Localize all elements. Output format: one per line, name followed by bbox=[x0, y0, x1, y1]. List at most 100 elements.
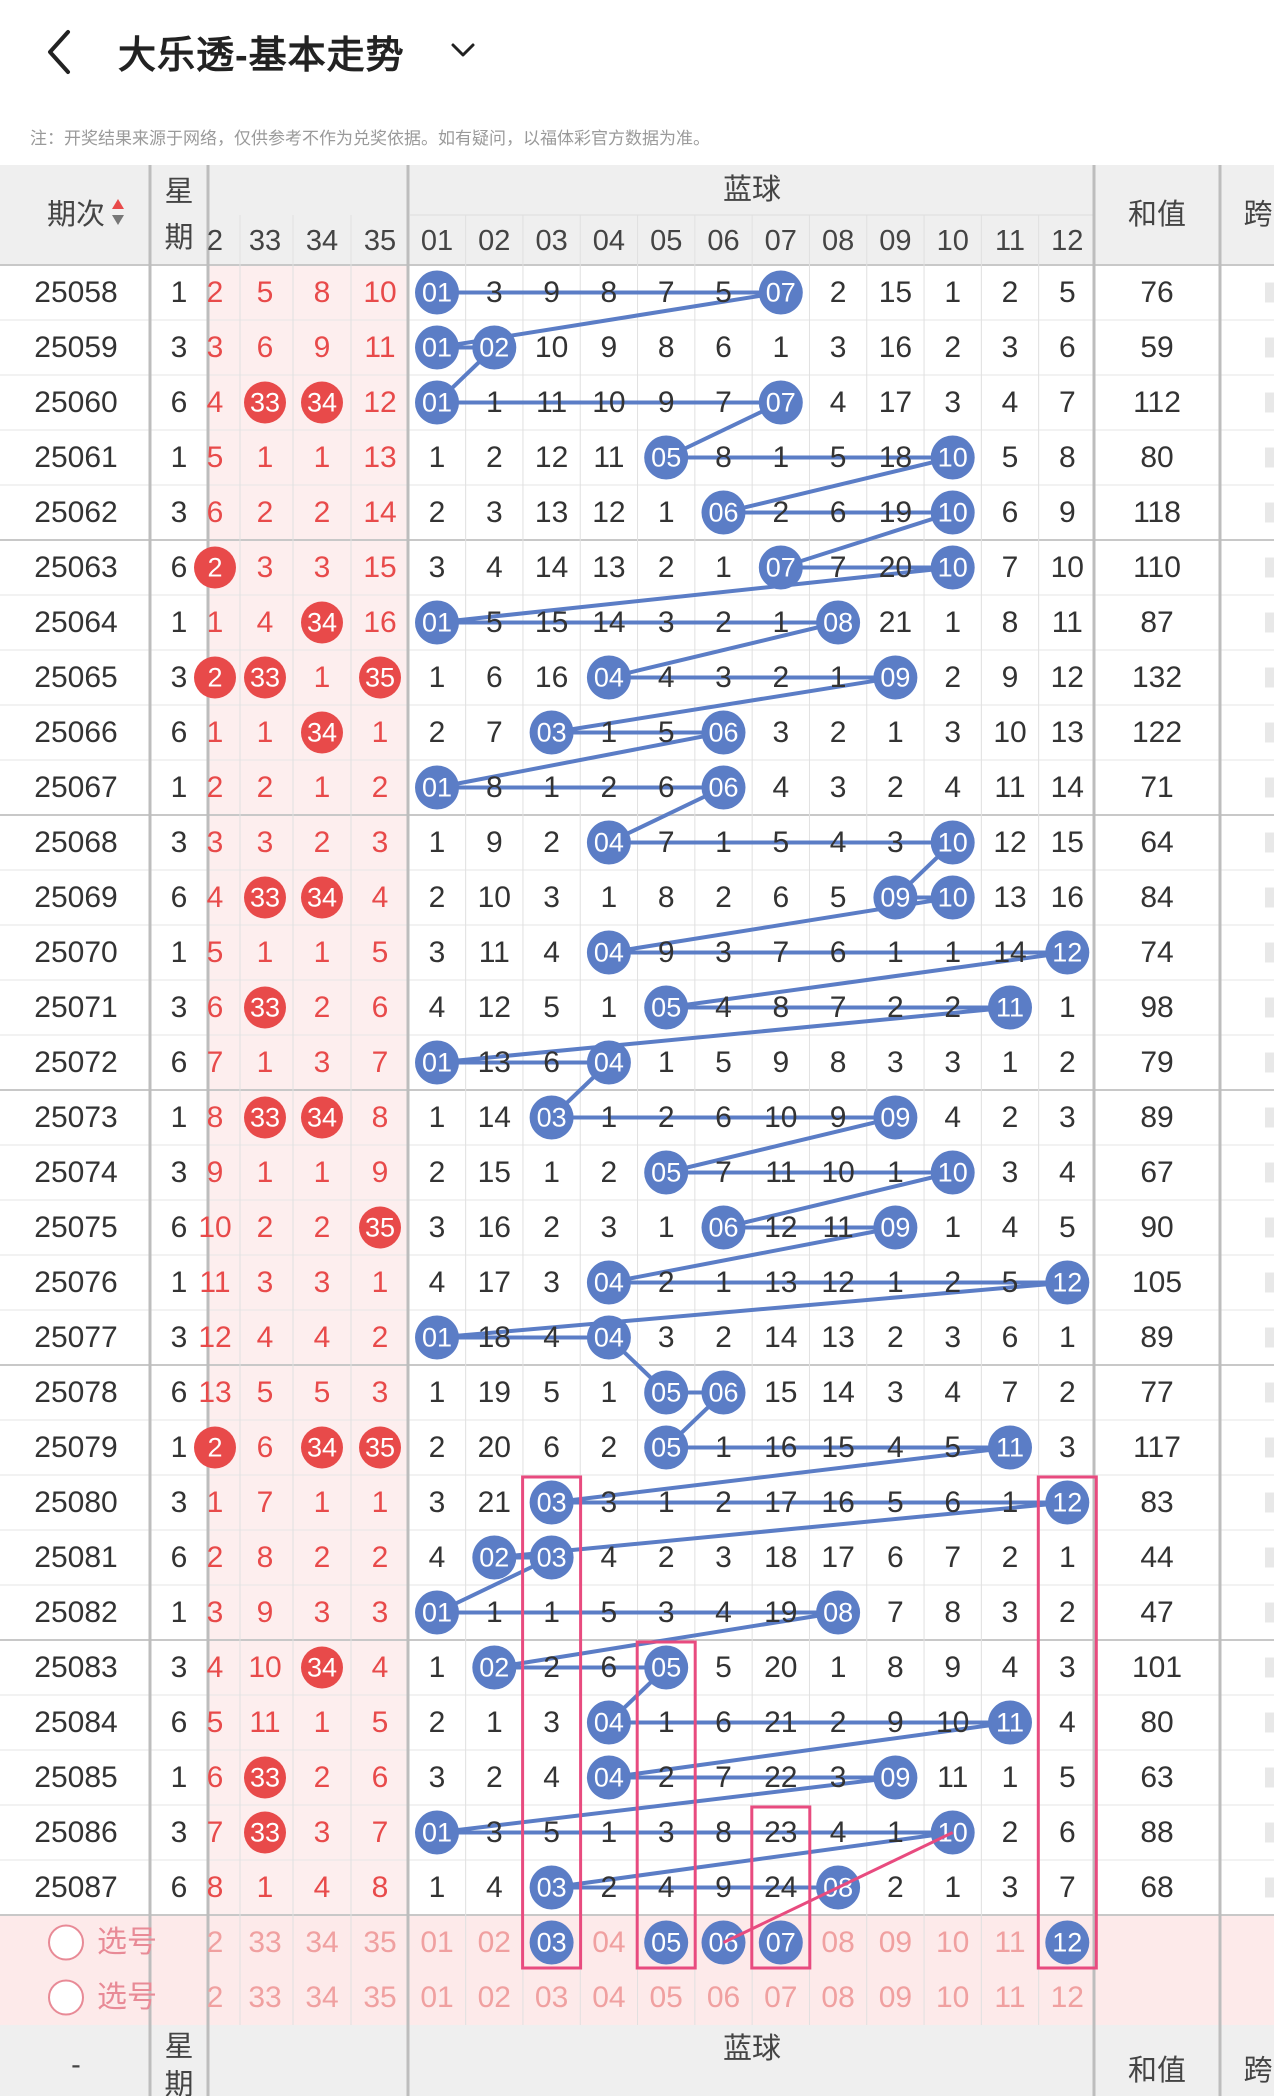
blue-ball-number: 12 bbox=[1052, 1488, 1082, 1518]
footer-period: - bbox=[71, 2049, 81, 2081]
front-miss-count: 4 bbox=[207, 881, 224, 914]
blue-ball-number: 02 bbox=[479, 1653, 509, 1683]
front-miss-count: 8 bbox=[207, 1871, 224, 1904]
span-cell-clip bbox=[1265, 942, 1274, 963]
pick-blue-selected[interactable] bbox=[644, 1920, 689, 1965]
footer-sum: 和值 bbox=[1128, 2054, 1186, 2087]
blue-ball-hit bbox=[586, 1755, 631, 1800]
front-ball-number: 33 bbox=[250, 883, 280, 913]
blue-miss-count: 1 bbox=[1002, 1046, 1019, 1079]
span-cell-clip bbox=[1265, 1437, 1274, 1458]
front-miss-count: 6 bbox=[372, 991, 389, 1024]
blue-miss-count: 3 bbox=[1002, 1596, 1019, 1629]
trend-line bbox=[436, 1775, 896, 1835]
blue-ball-number: 06 bbox=[708, 773, 738, 803]
blue-miss-count: 2 bbox=[543, 1211, 560, 1244]
blue-ball-hit bbox=[586, 1700, 631, 1745]
back-arrow-icon[interactable] bbox=[40, 26, 80, 78]
pick-radio-icon[interactable] bbox=[48, 1924, 84, 1961]
pick-front-number: 35 bbox=[363, 1926, 396, 1959]
blue-miss-count: 2 bbox=[887, 991, 904, 1024]
blue-ball-number: 06 bbox=[708, 718, 738, 748]
front-miss-count: 3 bbox=[257, 1266, 274, 1299]
blue-ball-hit bbox=[472, 1645, 517, 1690]
blue-ball-number: 05 bbox=[651, 1653, 681, 1683]
front-miss-count: 4 bbox=[314, 1321, 331, 1354]
blue-miss-count: 10 bbox=[1051, 551, 1084, 584]
blue-miss-count: 9 bbox=[1059, 496, 1076, 529]
blue-miss-count: 1 bbox=[1002, 1761, 1019, 1794]
trend-line bbox=[608, 1720, 1011, 1780]
front-ball-number: 34 bbox=[307, 883, 337, 913]
front-miss-count: 6 bbox=[257, 1431, 274, 1464]
front-miss-count: 3 bbox=[314, 551, 331, 584]
footer-row-bg bbox=[0, 2025, 1274, 2096]
blue-ball-number: 04 bbox=[594, 663, 624, 693]
pick-blue-selected[interactable] bbox=[529, 1920, 574, 1965]
front-miss-count: 5 bbox=[314, 1376, 331, 1409]
blue-miss-count: 1 bbox=[830, 661, 847, 694]
blue-miss-count: 1 bbox=[601, 1101, 618, 1134]
pick-blue-number: 01 bbox=[420, 1926, 453, 1959]
blue-miss-count: 19 bbox=[879, 496, 912, 529]
blue-miss-count: 3 bbox=[1059, 1431, 1076, 1464]
sort-up-icon[interactable] bbox=[112, 199, 124, 209]
front-miss-count: 4 bbox=[372, 881, 389, 914]
front-miss-count: 6 bbox=[257, 331, 274, 364]
front-miss-count: 2 bbox=[207, 276, 224, 309]
pick-radio-icon[interactable] bbox=[48, 1979, 84, 2016]
blue-miss-count: 2 bbox=[830, 716, 847, 749]
pick-blue-selected[interactable] bbox=[1045, 1920, 1090, 1965]
page-title[interactable]: 大乐透-基本走势 bbox=[118, 35, 405, 77]
front-ball-number: 33 bbox=[250, 993, 280, 1023]
blue-miss-count: 2 bbox=[486, 1761, 503, 1794]
blue-miss-count: 1 bbox=[429, 1376, 446, 1409]
blue-ball-hit bbox=[415, 270, 459, 315]
weekday-cell: 6 bbox=[171, 1871, 188, 1904]
highlight-box bbox=[750, 1805, 812, 1970]
front-miss-count: 16 bbox=[363, 606, 396, 639]
pick-blue-selected[interactable] bbox=[758, 1920, 803, 1965]
blue-ball-number: 07 bbox=[766, 278, 796, 308]
front-miss-count: 5 bbox=[207, 936, 224, 969]
pick-blue-number: 09 bbox=[879, 1926, 912, 1959]
front-miss-count: 14 bbox=[363, 496, 396, 529]
front-ball-hit bbox=[244, 1756, 286, 1799]
blue-miss-count: 3 bbox=[658, 1321, 675, 1354]
sum-cell: 64 bbox=[1140, 826, 1173, 859]
front-miss-count: 6 bbox=[207, 496, 224, 529]
front-miss-count: 4 bbox=[207, 386, 224, 419]
blue-miss-count: 1 bbox=[658, 1046, 675, 1079]
span-cell-clip bbox=[1265, 832, 1274, 853]
front-miss-count: 2 bbox=[257, 496, 274, 529]
chevron-down-icon[interactable] bbox=[448, 38, 478, 62]
blue-ball-number: 03 bbox=[537, 1103, 567, 1133]
sort-down-icon[interactable] bbox=[112, 215, 124, 225]
front-ball-number: 33 bbox=[250, 1763, 280, 1793]
blue-ball-number: 02 bbox=[479, 333, 509, 363]
blue-miss-count: 3 bbox=[887, 826, 904, 859]
pick-blue-number: 08 bbox=[821, 1926, 854, 1959]
blue-ball-number: 01 bbox=[422, 1818, 452, 1848]
span-cell-clip bbox=[1265, 1602, 1274, 1623]
front-miss-count: 9 bbox=[372, 1156, 389, 1189]
weekday-cell: 3 bbox=[171, 661, 188, 694]
period-cell: 25082 bbox=[34, 1596, 117, 1629]
front-miss-count: 7 bbox=[372, 1816, 389, 1849]
span-cell-clip bbox=[1265, 282, 1274, 303]
trend-table[interactable]: 期次星期 2 33 34 35 蓝球 01 02 03 04 05 06 07 08 09 10 11 12 和值跨… bbox=[0, 165, 1274, 2096]
blue-ball-hit bbox=[988, 985, 1032, 1030]
span-cell-clip bbox=[1265, 1767, 1274, 1788]
sum-cell: 105 bbox=[1132, 1266, 1182, 1299]
pick-row-label: 选号 bbox=[97, 1981, 157, 2014]
blue-ball-number: 04 bbox=[594, 1763, 624, 1793]
blue-ball-hit bbox=[930, 490, 975, 535]
blue-miss-count: 7 bbox=[1059, 386, 1076, 419]
blue-miss-count: 2 bbox=[887, 1321, 904, 1354]
blue-miss-count: 1 bbox=[830, 1651, 847, 1684]
blue-col-header: 08 bbox=[822, 225, 854, 257]
front-miss-count: 2 bbox=[372, 771, 389, 804]
blue-miss-count: 4 bbox=[944, 1101, 961, 1134]
front-ball-number: 33 bbox=[250, 663, 280, 693]
weekday-cell: 3 bbox=[171, 1486, 188, 1519]
